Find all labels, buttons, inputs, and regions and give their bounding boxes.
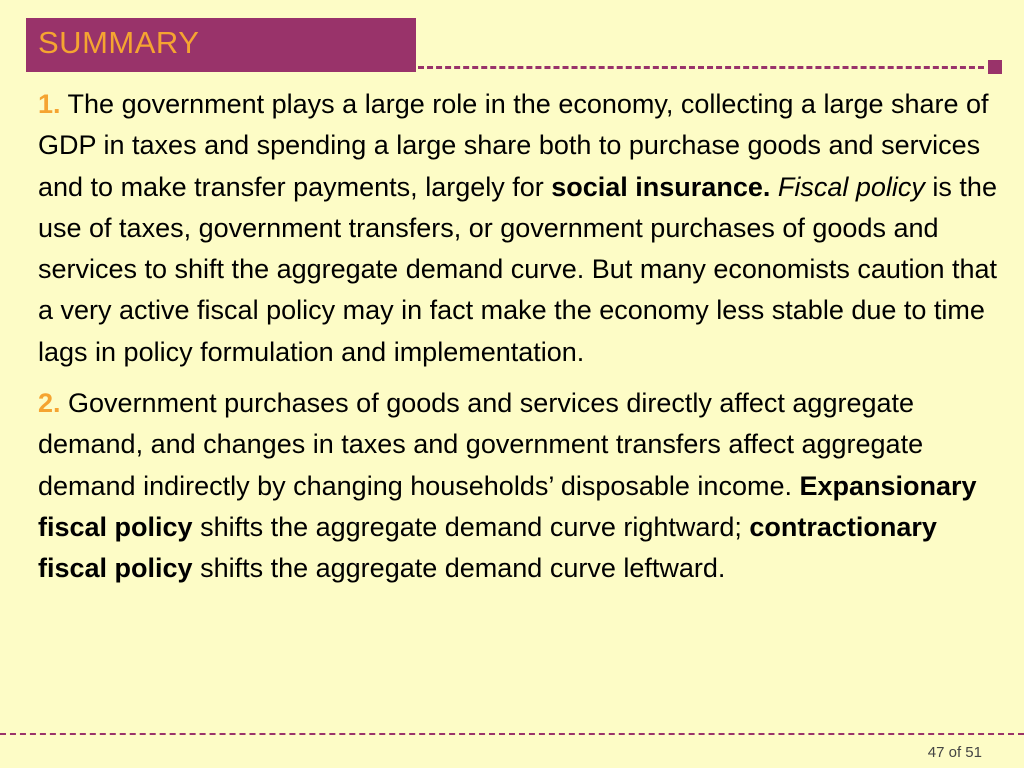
paragraph-text-segment: Government purchases of goods and servic… bbox=[38, 388, 924, 501]
title-square-marker bbox=[988, 60, 1002, 74]
paragraph-text-segment: shifts the aggregate demand curve rightw… bbox=[192, 511, 750, 542]
key-term: Expansionary fiscal policy bbox=[38, 470, 977, 542]
paragraph-text-segment: The government plays a large role in the… bbox=[38, 89, 989, 202]
summary-paragraph-2: 2. Government purchases of goods and ser… bbox=[38, 383, 998, 589]
page-number: 47 of 51 bbox=[927, 744, 982, 761]
summary-content: 1. The government plays a large role in … bbox=[38, 84, 998, 600]
key-term: Fiscal policy bbox=[777, 171, 925, 202]
key-term: contractionary fiscal policy bbox=[38, 511, 937, 584]
paragraph-text-segment bbox=[770, 172, 778, 202]
paragraph-text-segment: is the use of taxes, government transfer… bbox=[38, 171, 998, 367]
key-term: social insurance. bbox=[551, 171, 771, 202]
footer-divider bbox=[0, 733, 1024, 735]
title-bar: SUMMARY bbox=[26, 18, 416, 72]
page-title: SUMMARY bbox=[38, 25, 200, 60]
paragraph-number: 1. bbox=[38, 89, 61, 119]
title-divider bbox=[418, 66, 984, 69]
summary-paragraph-1: 1. The government plays a large role in … bbox=[38, 84, 998, 373]
paragraph-number: 2. bbox=[38, 388, 61, 419]
paragraph-text-segment: shifts the aggregate demand curve leftwa… bbox=[192, 553, 726, 584]
